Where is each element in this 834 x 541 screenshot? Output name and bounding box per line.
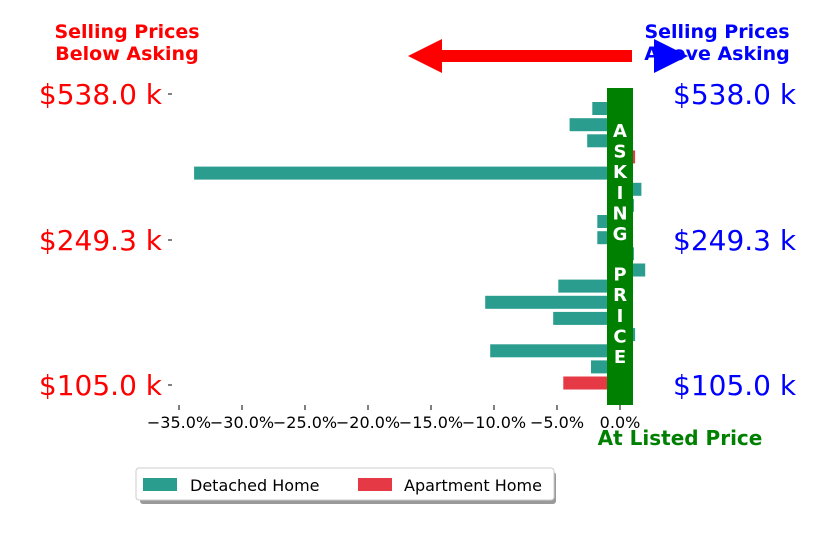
asking-price-letter: P bbox=[613, 265, 626, 286]
price-label-right-high: $538.0 k bbox=[673, 78, 797, 111]
bar-detached bbox=[558, 279, 620, 293]
x-tick-label: −35.0% bbox=[147, 413, 211, 432]
legend-swatch-detached bbox=[143, 478, 177, 491]
left-title-line2: Below Asking bbox=[55, 43, 198, 65]
x-tick-label: 0.0% bbox=[600, 413, 641, 432]
price-label-left-low: $105.0 k bbox=[39, 369, 163, 402]
bar-detached bbox=[485, 295, 620, 309]
legend: Detached Home Apartment Home bbox=[135, 467, 556, 504]
x-tick-label: −25.0% bbox=[273, 413, 337, 432]
bar-detached bbox=[553, 311, 620, 325]
legend-swatch-apartment bbox=[358, 478, 392, 491]
price-label-left-mid: $249.3 k bbox=[39, 224, 163, 257]
asking-price-letter: K bbox=[613, 162, 628, 183]
bar-detached bbox=[194, 166, 620, 180]
x-tick-label: −10.0% bbox=[462, 413, 526, 432]
x-tick-label: −15.0% bbox=[399, 413, 463, 432]
x-tick-label: −20.0% bbox=[336, 413, 400, 432]
asking-price-letter: C bbox=[613, 326, 626, 347]
price-label-left-high: $538.0 k bbox=[39, 78, 163, 111]
right-title-line2: Above Asking bbox=[644, 43, 790, 65]
below-asking-arrow-icon bbox=[408, 39, 632, 73]
asking-price-bar bbox=[607, 88, 633, 405]
left-title-line1: Selling Prices bbox=[54, 21, 199, 43]
asking-price-letter: A bbox=[613, 121, 627, 142]
asking-price-letter: I bbox=[617, 306, 624, 327]
legend-label-detached: Detached Home bbox=[190, 476, 320, 495]
above-asking-arrow-icon bbox=[654, 39, 688, 73]
bar-apartment bbox=[563, 376, 620, 390]
bar-detached bbox=[490, 344, 620, 358]
at-listed-price-label: At Listed Price bbox=[598, 426, 763, 450]
asking-price-letter: E bbox=[614, 347, 626, 368]
asking-price-letter: S bbox=[614, 142, 627, 163]
asking-price-letter: R bbox=[613, 285, 627, 306]
asking-price-letter: G bbox=[613, 224, 628, 245]
bars-group bbox=[194, 102, 646, 390]
asking-price-letter: N bbox=[612, 203, 627, 224]
price-label-right-mid: $249.3 k bbox=[673, 224, 797, 257]
legend-box bbox=[135, 467, 555, 501]
x-axis: −35.0%−30.0%−25.0%−20.0%−15.0%−10.0% −5.0… bbox=[147, 405, 640, 432]
x-tick-label: −30.0% bbox=[210, 413, 274, 432]
right-title-line1: Selling Prices bbox=[644, 21, 789, 43]
x-tick-label: −5.0% bbox=[530, 413, 584, 432]
legend-label-apartment: Apartment Home bbox=[404, 476, 542, 495]
price-label-right-low: $105.0 k bbox=[673, 369, 797, 402]
asking-price-letter: I bbox=[617, 183, 624, 204]
